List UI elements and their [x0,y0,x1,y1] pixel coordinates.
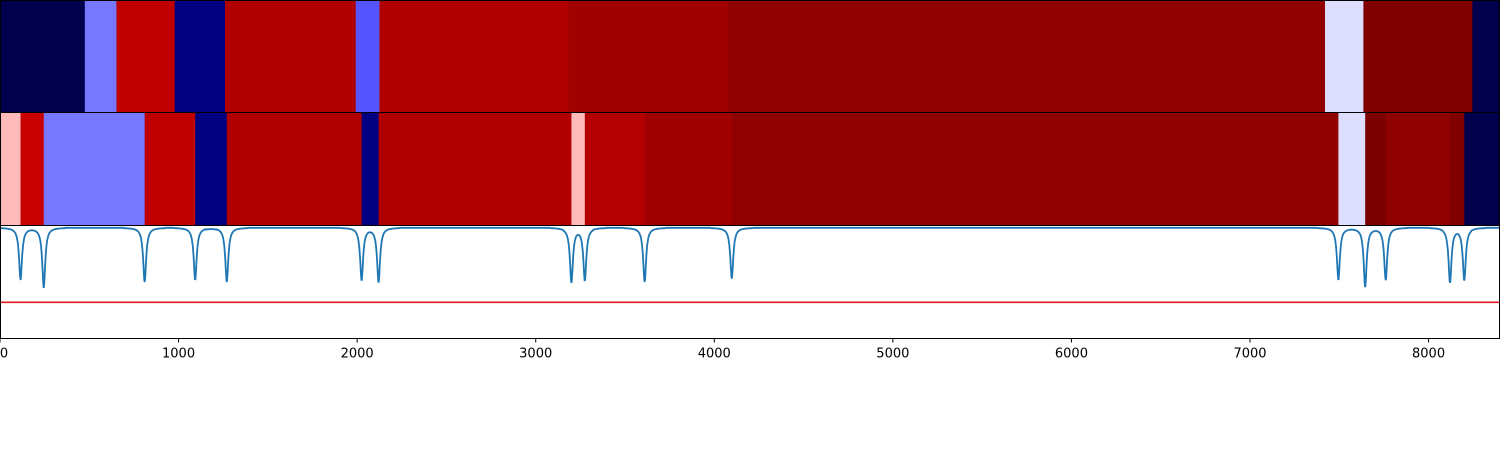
segment-1-11 [731,112,1339,226]
segment-1-6 [361,112,380,226]
segment-1-3 [144,112,196,226]
segment-0-1 [84,0,118,113]
segment-1-9 [584,112,646,226]
signal-line [0,226,1500,288]
segment-1-16 [1464,112,1500,226]
segment-0-2 [116,0,176,113]
segment-1-14 [1385,112,1451,226]
x-tick-label-2: 2000 [341,347,374,362]
segment-1-5 [226,112,363,226]
segmentation-track-top [0,0,1500,113]
segment-1-1 [20,112,45,226]
x-tick-label-8: 8000 [1412,347,1445,362]
segment-1-7 [378,112,573,226]
x-tick-label-5: 5000 [876,347,909,362]
segment-0-6 [379,0,570,113]
segment-1-4 [195,112,228,226]
x-tick-label-4: 4000 [698,347,731,362]
segment-1-13 [1365,112,1387,226]
x-tick-label-6: 6000 [1055,347,1088,362]
segmentation-track-bottom [0,112,1500,226]
segment-1-8 [571,112,586,226]
segment-1-0 [0,112,22,226]
segment-1-15 [1450,112,1465,226]
segment-0-5 [355,0,381,113]
segment-0-7 [568,0,729,113]
x-tick-label-1: 1000 [162,347,195,362]
x-axis: 0 1000 2000 3000 4000 5000 6000 7000 8000 [0,338,1445,362]
segment-0-11 [1472,0,1500,113]
x-tick-label-0: 0 [0,347,8,362]
segment-0-4 [225,0,357,113]
segment-0-3 [174,0,226,113]
segment-1-2 [43,112,146,226]
x-tick-label-7: 7000 [1233,347,1266,362]
segment-1-12 [1338,112,1366,226]
segment-1-10 [644,112,733,226]
x-tick-label-3: 3000 [519,347,552,362]
segment-0-9 [1325,0,1364,113]
signal-panel [0,226,1500,304]
segment-0-10 [1363,0,1473,113]
segment-0-8 [728,0,1326,113]
segment-0-0 [0,0,86,113]
